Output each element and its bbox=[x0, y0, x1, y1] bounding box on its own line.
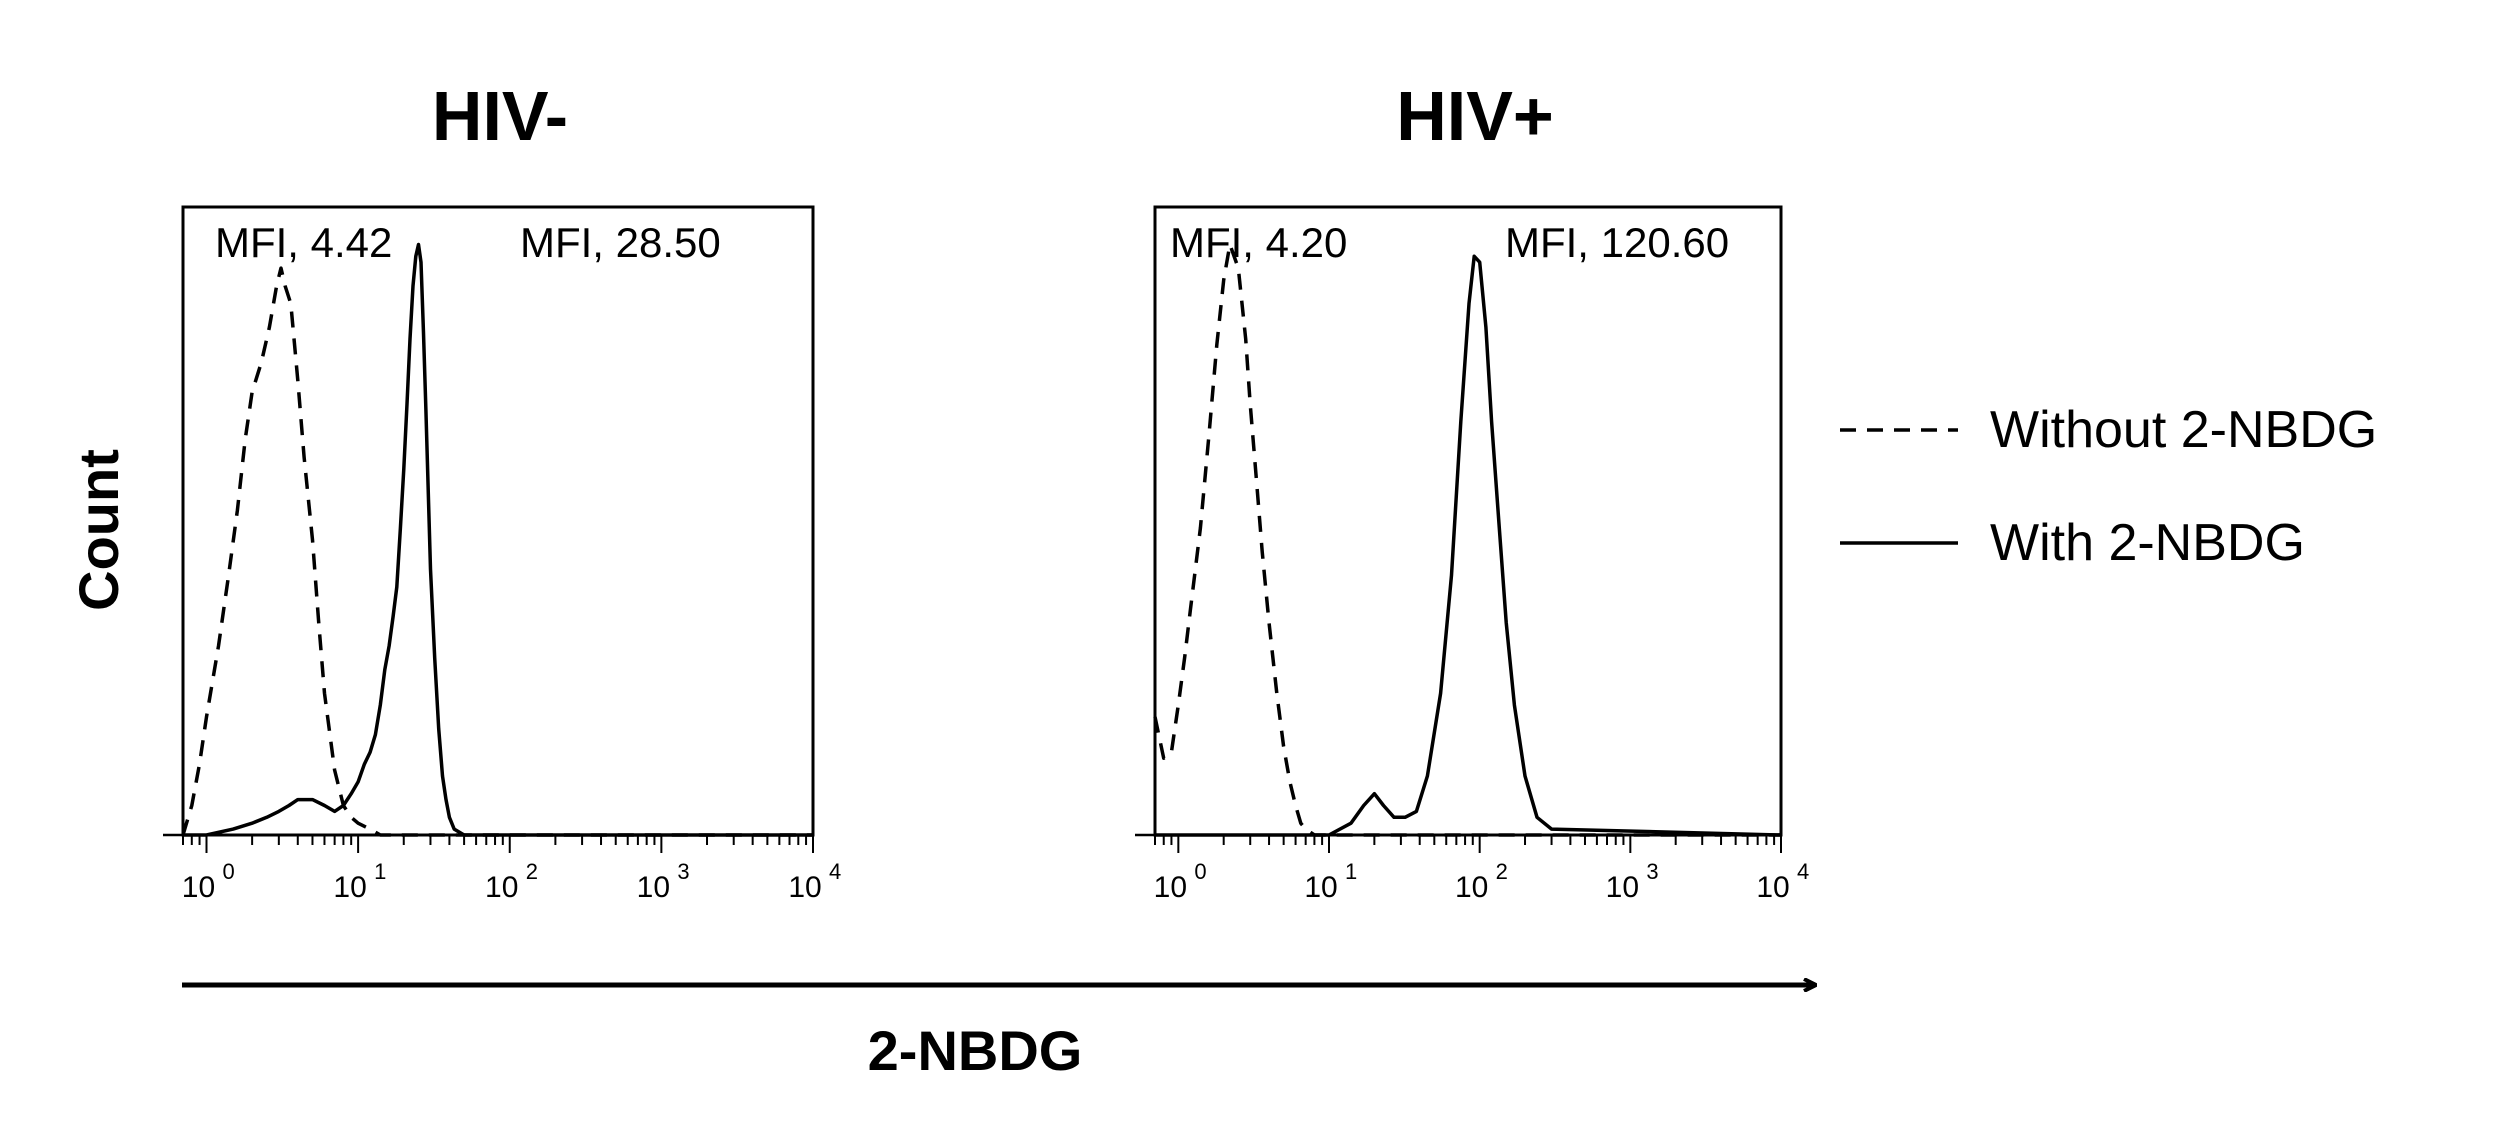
tick-label-exponent: 4 bbox=[1797, 859, 1809, 884]
series-without-2nbdg bbox=[181, 266, 813, 837]
mfi-annotation: MFI, 120.60 bbox=[1505, 219, 1729, 266]
mfi-annotation: MFI, 4.20 bbox=[1170, 219, 1347, 266]
tick-label-exponent: 3 bbox=[1646, 859, 1658, 884]
tick-label-base: 10 bbox=[637, 871, 670, 904]
plot-frame bbox=[181, 205, 815, 837]
tick-label-base: 10 bbox=[1606, 871, 1639, 904]
tick-label-base: 10 bbox=[788, 871, 821, 904]
panel-hiv-negative: HIV- 10 0 10 1 10 2 10 3 10 4 MFI, 4.42 MFI, 28.50 bbox=[163, 77, 841, 904]
tick-label-base: 10 bbox=[1154, 871, 1187, 904]
mfi-annotation: MFI, 28.50 bbox=[520, 219, 721, 266]
legend-label-with: With 2-NBDG bbox=[1990, 514, 2305, 572]
panel-title: HIV+ bbox=[1396, 77, 1554, 155]
x-axis-label: 2-NBDG bbox=[868, 1019, 1083, 1082]
series-without-2nbdg bbox=[1153, 242, 1781, 837]
tick-label-exponent: 0 bbox=[222, 859, 234, 884]
series-with-2nbdg bbox=[1155, 254, 1782, 837]
tick-label-exponent: 1 bbox=[1345, 859, 1357, 884]
tick-label-base: 10 bbox=[1304, 871, 1337, 904]
tick-label-base: 10 bbox=[485, 871, 518, 904]
tick-label-base: 10 bbox=[1756, 871, 1789, 904]
tick-label-base: 10 bbox=[1455, 871, 1488, 904]
panel-title: HIV- bbox=[432, 77, 568, 155]
tick-label-base: 10 bbox=[182, 871, 215, 904]
panel-hiv-positive: HIV+ 10 0 10 1 10 2 10 3 10 4 MFI, 4.20 MFI, 120.60 bbox=[1135, 77, 1809, 904]
y-axis-label: Count bbox=[67, 449, 130, 611]
legend-label-without: Without 2-NBDG bbox=[1990, 401, 2377, 459]
tick-label-exponent: 4 bbox=[829, 859, 841, 884]
mfi-annotation: MFI, 4.42 bbox=[215, 219, 392, 266]
tick-label-exponent: 1 bbox=[374, 859, 386, 884]
tick-label-exponent: 3 bbox=[677, 859, 689, 884]
series-with-2nbdg bbox=[183, 242, 813, 837]
tick-label-exponent: 2 bbox=[526, 859, 538, 884]
legend: Without 2-NBDG With 2-NBDG bbox=[1840, 401, 2377, 572]
tick-label-exponent: 0 bbox=[1194, 859, 1206, 884]
tick-label-base: 10 bbox=[333, 871, 366, 904]
tick-label-exponent: 2 bbox=[1496, 859, 1508, 884]
